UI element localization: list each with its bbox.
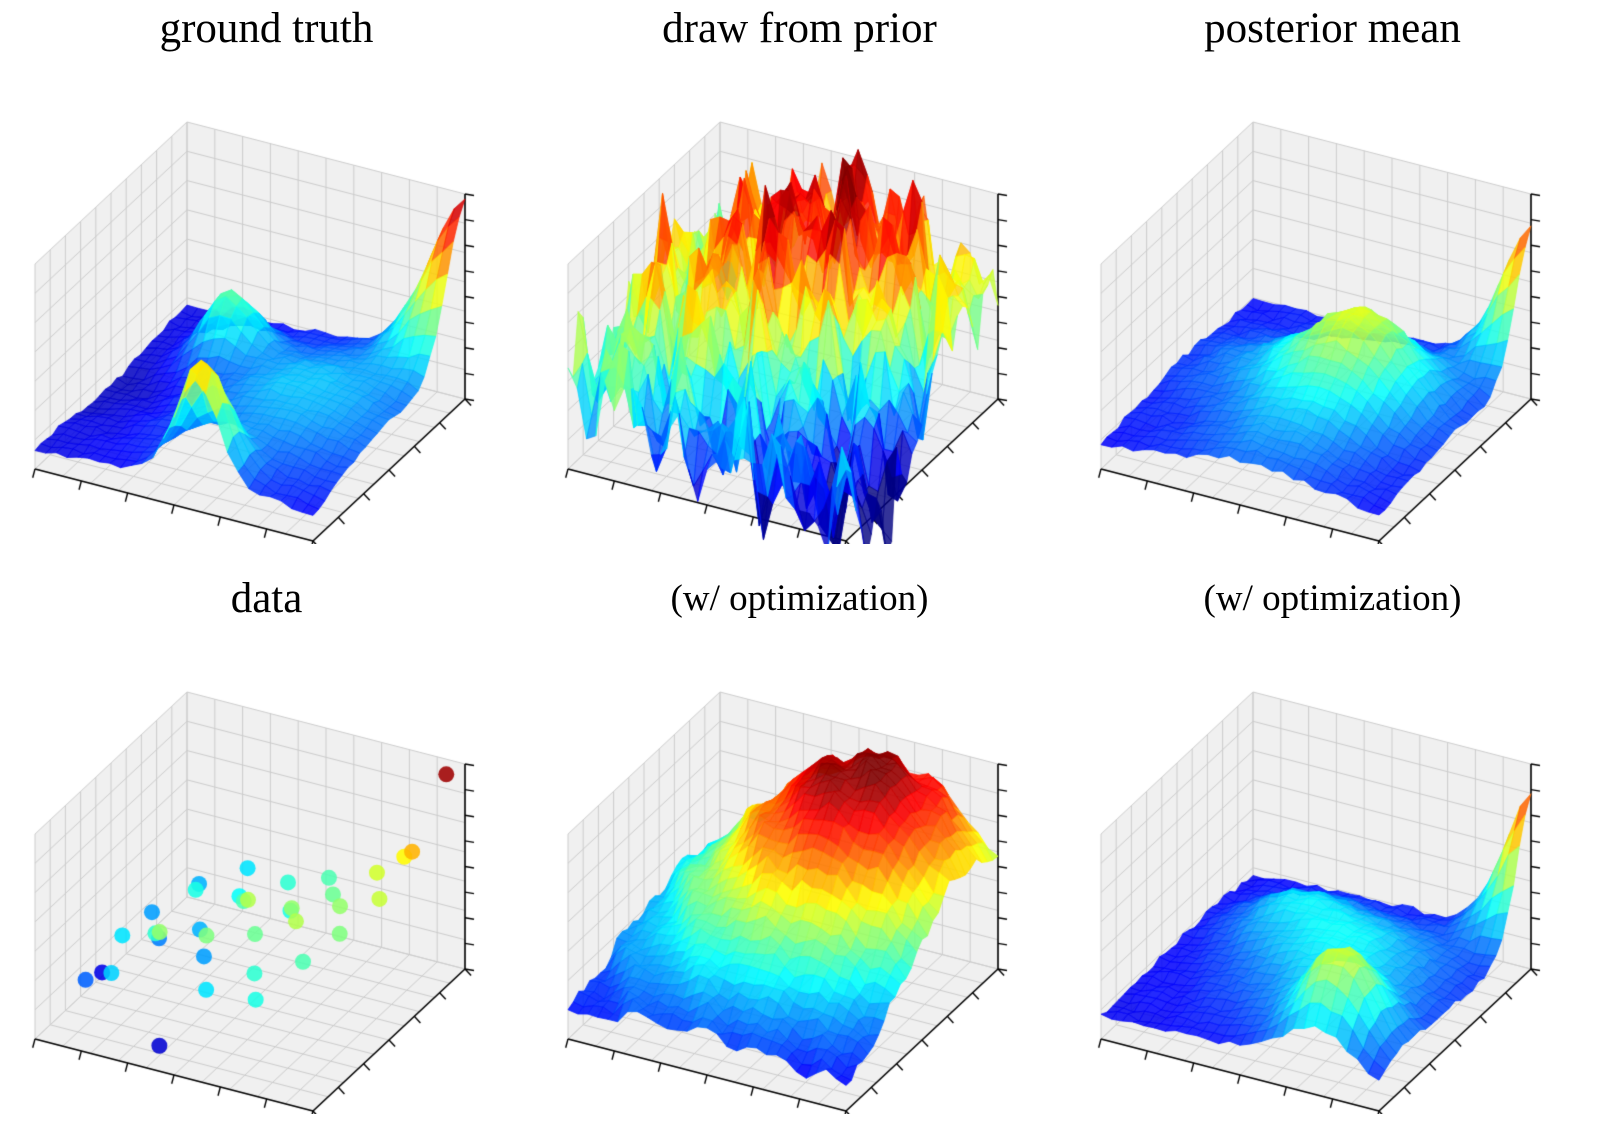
- panel-draw-from-prior: draw from prior: [533, 0, 1066, 566]
- panel-data: data: [0, 566, 533, 1133]
- surface-plot-prior-with-optimization: [539, 624, 1060, 1114]
- surface-plot-draw-from-prior: [539, 54, 1060, 544]
- panel-posterior-mean: posterior mean: [1066, 0, 1599, 566]
- panel-title-draw-from-prior: draw from prior: [662, 5, 937, 52]
- panel-title-posterior-mean: posterior mean: [1204, 5, 1461, 52]
- panel-title-ground-truth: ground truth: [159, 5, 374, 52]
- panel-posterior-with-optimization: (w/ optimization): [1066, 566, 1599, 1133]
- panel-title-posterior-with-optimization: (w/ optimization): [1203, 578, 1462, 619]
- surface-plot-posterior-mean: [1072, 54, 1593, 544]
- panel-prior-with-optimization: (w/ optimization): [533, 566, 1066, 1133]
- surface-plot-ground-truth: [6, 54, 527, 544]
- panel-title-prior-with-optimization: (w/ optimization): [670, 578, 929, 619]
- panel-title-data: data: [230, 575, 303, 622]
- surface-plot-posterior-with-optimization: [1072, 624, 1593, 1114]
- panel-ground-truth: ground truth: [0, 0, 533, 566]
- scatter-plot-data: [6, 624, 527, 1114]
